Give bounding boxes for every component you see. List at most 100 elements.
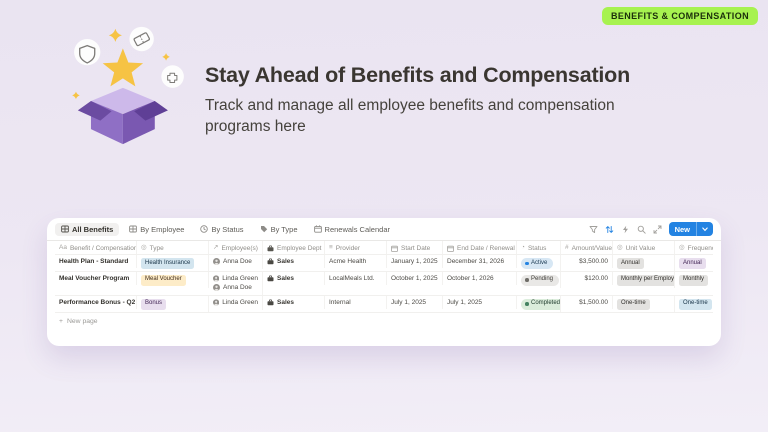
shield-bubble bbox=[74, 39, 101, 66]
calendar-icon bbox=[313, 225, 322, 233]
column-header-status[interactable]: ◔ Status bbox=[517, 241, 561, 254]
column-header-type[interactable]: ◎ Type bbox=[137, 241, 209, 254]
benefit-name-cell[interactable]: Health Plan - Standard bbox=[55, 255, 137, 268]
health-bubble bbox=[161, 65, 184, 88]
select-icon: ◎ bbox=[679, 243, 685, 251]
automation-icon[interactable] bbox=[621, 225, 630, 234]
employee-dept-cell[interactable]: Sales bbox=[263, 295, 325, 309]
column-header-end-date[interactable]: End Date / Renewal Date bbox=[443, 241, 517, 254]
sparkle-icon bbox=[162, 53, 170, 61]
database-card: All Benefits By Employee By Status By Ty… bbox=[47, 218, 721, 346]
briefcase-icon bbox=[267, 245, 274, 252]
provider-cell[interactable]: Internal bbox=[325, 295, 387, 309]
search-icon[interactable] bbox=[637, 225, 646, 234]
table-row[interactable]: Performance Bonus - Q2 2025 Bonus Linda … bbox=[55, 295, 713, 313]
number-icon: # bbox=[565, 243, 569, 251]
provider-cell[interactable]: Acme Health bbox=[325, 255, 387, 268]
sparkle-icon bbox=[72, 91, 80, 100]
chevron-down-icon[interactable] bbox=[697, 226, 713, 232]
end-date-cell[interactable]: December 31, 2026 bbox=[443, 255, 517, 268]
gift-box-illustration bbox=[55, 24, 187, 151]
column-header-unit-value[interactable]: ◎ Unit Value bbox=[613, 241, 675, 254]
plus-icon: + bbox=[59, 317, 63, 325]
table-row[interactable]: Meal Voucher Program Meal Voucher Linda … bbox=[55, 271, 713, 296]
amount-cell[interactable]: $1,500.00 bbox=[561, 295, 613, 309]
status-dot bbox=[525, 302, 529, 306]
employees-cell[interactable]: Linda Green Anna Doe bbox=[209, 271, 263, 295]
avatar bbox=[213, 275, 220, 282]
amount-cell[interactable]: $120.00 bbox=[561, 271, 613, 285]
health-cross-icon bbox=[167, 72, 178, 83]
hero-section: Stay Ahead of Benefits and Compensation … bbox=[205, 63, 645, 138]
employees-cell[interactable]: Linda Green bbox=[209, 295, 263, 310]
end-date-cell[interactable]: July 1, 2025 bbox=[443, 295, 517, 309]
benefit-name-cell[interactable]: Performance Bonus - Q2 2025 bbox=[55, 295, 137, 309]
status-dot bbox=[525, 278, 529, 282]
page-subtitle: Track and manage all employee benefits a… bbox=[205, 97, 615, 135]
column-header-frequency[interactable]: ◎Frequency bbox=[679, 243, 713, 252]
text-icon: Aa bbox=[59, 243, 67, 251]
new-page-button[interactable]: + New page bbox=[59, 317, 98, 325]
employee-dept-cell[interactable]: Sales bbox=[263, 255, 325, 268]
type-cell[interactable]: Bonus bbox=[137, 295, 209, 312]
briefcase-icon bbox=[267, 275, 274, 281]
select-icon: ◎ bbox=[141, 243, 147, 251]
column-header-amount[interactable]: # Amount/Value bbox=[561, 241, 613, 254]
frequency-cell[interactable]: Annual bbox=[675, 255, 713, 271]
toolbar-divider bbox=[47, 240, 721, 241]
calendar-icon bbox=[391, 245, 398, 252]
provider-cell[interactable]: LocalMeals Ltd. bbox=[325, 271, 387, 285]
amount-cell[interactable]: $3,500.00 bbox=[561, 255, 613, 268]
new-button[interactable]: New bbox=[668, 222, 713, 236]
filter-icon[interactable] bbox=[589, 225, 598, 234]
text-lines-icon: ≡ bbox=[329, 243, 333, 251]
start-date-cell[interactable]: October 1, 2025 bbox=[387, 271, 443, 285]
status-dot bbox=[525, 261, 529, 266]
status-cell[interactable]: Pending bbox=[517, 271, 561, 288]
unit-value-cell[interactable]: Monthly per Employee bbox=[613, 271, 675, 288]
tab-all-benefits[interactable]: All Benefits bbox=[55, 222, 120, 236]
employee-dept-cell[interactable]: Sales bbox=[263, 271, 325, 285]
status-cell[interactable]: Active bbox=[517, 255, 561, 271]
briefcase-icon bbox=[267, 299, 274, 305]
column-header-start-date[interactable]: Start Date bbox=[387, 241, 443, 254]
expand-icon[interactable] bbox=[653, 225, 662, 234]
table-icon bbox=[61, 225, 69, 233]
page-title: Stay Ahead of Benefits and Compensation bbox=[205, 63, 631, 87]
calendar-icon bbox=[447, 245, 454, 252]
tab-renewals-calendar[interactable]: Renewals Calendar bbox=[308, 223, 396, 236]
frequency-cell[interactable]: One-time bbox=[675, 296, 713, 312]
tab-by-employee[interactable]: By Employee bbox=[123, 223, 190, 236]
start-date-cell[interactable]: January 1, 2025 bbox=[387, 255, 443, 268]
view-tab-bar: All Benefits By Employee By Status By Ty… bbox=[47, 218, 721, 240]
column-header-employee-dept[interactable]: Employee Dept bbox=[263, 241, 325, 254]
status-icon: ◔ bbox=[521, 243, 525, 251]
type-cell[interactable]: Meal Voucher bbox=[137, 271, 209, 288]
tag-icon bbox=[260, 226, 267, 233]
avatar bbox=[213, 299, 220, 306]
sort-icon[interactable] bbox=[605, 225, 614, 234]
tab-by-status[interactable]: By Status bbox=[194, 223, 249, 236]
unit-value-cell[interactable]: Annual bbox=[613, 255, 675, 271]
frequency-cell[interactable]: Monthly bbox=[675, 272, 713, 288]
start-date-cell[interactable]: July 1, 2025 bbox=[387, 295, 443, 309]
sparkle-icon bbox=[108, 28, 122, 42]
column-header-provider[interactable]: ≡ Provider bbox=[325, 241, 387, 254]
page-category-badge: BENEFITS & COMPENSATION bbox=[601, 7, 758, 25]
table-icon bbox=[129, 225, 138, 233]
end-date-cell[interactable]: October 1, 2026 bbox=[443, 271, 517, 285]
board-icon bbox=[200, 225, 209, 233]
employees-cell[interactable]: Anna Doe bbox=[209, 255, 263, 269]
table-row[interactable]: Health Plan - Standard Health Insurance … bbox=[55, 255, 713, 272]
benefit-name-cell[interactable]: Meal Voucher Program bbox=[55, 271, 137, 285]
relation-icon: ↗ bbox=[213, 243, 219, 251]
unit-value-cell[interactable]: One-time bbox=[613, 295, 675, 312]
tab-by-type[interactable]: By Type bbox=[254, 223, 304, 236]
shield-icon bbox=[79, 44, 96, 64]
type-cell[interactable]: Health Insurance bbox=[137, 255, 209, 271]
status-cell[interactable]: Completed bbox=[517, 295, 561, 312]
column-header-employees[interactable]: ↗ Employee(s) bbox=[209, 241, 263, 254]
